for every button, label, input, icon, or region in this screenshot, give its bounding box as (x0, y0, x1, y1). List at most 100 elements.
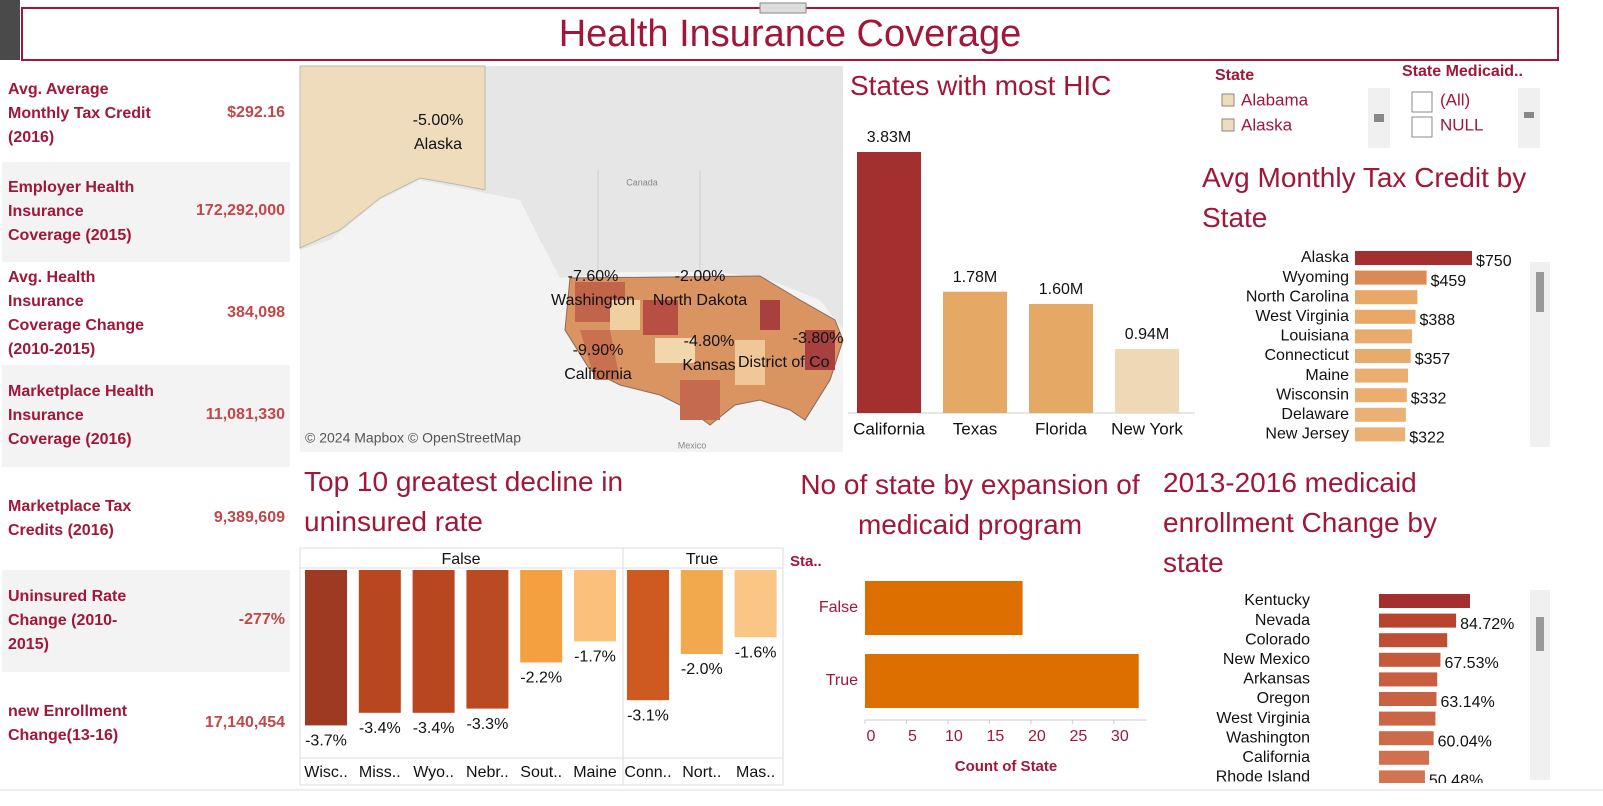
value-label: -1.7% (574, 649, 616, 666)
y-tick-label: West Virginia (1216, 710, 1310, 727)
bar (1355, 388, 1407, 403)
map-label: California (564, 366, 632, 383)
value-label: $332 (1411, 390, 1447, 407)
value-label: -3.4% (413, 720, 455, 737)
kpi-value: 172,292,000 (196, 202, 285, 219)
y-tick-label: Arkansas (1243, 671, 1310, 688)
bar (305, 570, 347, 726)
map-label: District of Co (738, 354, 830, 371)
y-tick-label: New Jersey (1265, 426, 1349, 443)
bar (1379, 770, 1425, 783)
bar (1115, 348, 1179, 413)
checkbox[interactable] (1221, 118, 1235, 132)
x-tick-label: 10 (945, 728, 963, 745)
group-header: True (686, 551, 718, 568)
y-tick-label: True (826, 672, 858, 689)
chart-title: No of state by expansion of medicaid pro… (800, 469, 1140, 540)
value-label: -3.1% (627, 707, 669, 724)
map-label: Kansas (682, 357, 735, 374)
value-label: 60.04% (1438, 733, 1492, 750)
x-tick-label: Miss.. (359, 764, 401, 781)
checkbox[interactable] (1411, 116, 1433, 138)
map-label: Alaska (414, 136, 462, 153)
bar (857, 152, 921, 413)
value-label: 0.94M (1125, 326, 1169, 343)
y-tick-label: Maine (1305, 367, 1349, 384)
map-label: North Dakota (653, 292, 747, 309)
y-tick-label: Louisiana (1281, 328, 1350, 345)
x-tick-label: Maine (573, 764, 617, 781)
scroll-thumb[interactable] (1524, 112, 1534, 118)
toolbar[interactable] (0, 0, 20, 60)
scroll-thumb[interactable] (1536, 272, 1544, 312)
y-axis-title: Sta.. (790, 553, 822, 570)
kpi-label: new Enrollment Change(13-16) (8, 702, 128, 744)
y-tick-label: West Virginia (1255, 308, 1349, 325)
x-tick-label: 20 (1028, 728, 1046, 745)
x-tick-label: 5 (908, 728, 917, 745)
map-value: -7.60% (568, 268, 619, 285)
x-tick-label: Nort.. (682, 764, 721, 781)
value-label: -3.7% (305, 733, 347, 750)
bar (1379, 692, 1437, 706)
kpi-bg (2, 570, 290, 672)
map-place: Mexico (678, 440, 707, 450)
x-tick-label: Mas.. (736, 764, 775, 781)
value-label: 84.72% (1460, 616, 1514, 633)
bar (734, 570, 777, 638)
value-label: $388 (1420, 312, 1456, 329)
kpi-label: Uninsured Rate Change (2010-2015) (8, 588, 127, 653)
value-label: 3.83M (867, 129, 911, 146)
map[interactable] (299, 65, 844, 452)
bar (943, 291, 1007, 413)
x-tick-label: 0 (867, 728, 876, 745)
bar (1355, 309, 1416, 324)
filter-item: (All) (1440, 90, 1470, 109)
bar (1379, 633, 1448, 648)
bar (1029, 303, 1093, 413)
checkbox[interactable] (1221, 93, 1235, 107)
kpi-label: Employer Health Insurance Coverage (2015… (8, 179, 135, 244)
group-header: False (441, 551, 480, 568)
y-tick-label: Alaska (1301, 249, 1349, 266)
checkbox[interactable] (1411, 91, 1433, 113)
y-tick-label: Delaware (1281, 406, 1349, 423)
y-tick-label: Oregon (1257, 690, 1310, 707)
value-label: 1.60M (1039, 281, 1083, 298)
scrollbar[interactable] (1530, 262, 1550, 447)
bar (1355, 407, 1406, 422)
map-value: -9.90% (573, 342, 624, 359)
bar (574, 570, 616, 642)
kpi-label: Marketplace Tax Credits (2016) (8, 497, 132, 539)
bar (1355, 290, 1418, 305)
y-tick-label: Nevada (1255, 612, 1310, 629)
kpi-bg (2, 365, 290, 467)
x-tick-label: Florida (1035, 419, 1088, 438)
dashboard-title: Health Insurance Coverage (559, 13, 1022, 55)
value-label: -3.4% (359, 720, 401, 737)
handle[interactable] (759, 2, 807, 14)
bar (1355, 427, 1406, 442)
chart-body: Kentucky Nevada 84.72% Colorado New Mexico 67… (1216, 592, 1514, 783)
bar (1355, 368, 1409, 383)
kpi-bg (2, 162, 290, 262)
scroll-thumb[interactable] (1374, 114, 1384, 122)
y-tick-label: Wyoming (1282, 269, 1349, 286)
x-axis-title: Count of State (955, 758, 1058, 775)
value-label: $322 (1409, 430, 1445, 447)
y-tick-label: Kentucky (1244, 592, 1310, 609)
value-label: $459 (1431, 273, 1467, 290)
bar (865, 581, 1023, 635)
bar (1379, 594, 1470, 608)
filter-item: Alaska (1241, 115, 1293, 134)
scrollbar[interactable] (1530, 590, 1550, 780)
map-label: Washington (551, 292, 635, 309)
y-tick-label: New Mexico (1223, 651, 1310, 668)
bar (627, 570, 669, 701)
value-label: 67.53% (1444, 655, 1498, 672)
y-tick-label: Colorado (1245, 631, 1310, 648)
map-value: -5.00% (413, 112, 464, 129)
scroll-thumb[interactable] (1536, 617, 1544, 651)
bar (1355, 329, 1412, 344)
x-tick-label: California (853, 419, 925, 438)
